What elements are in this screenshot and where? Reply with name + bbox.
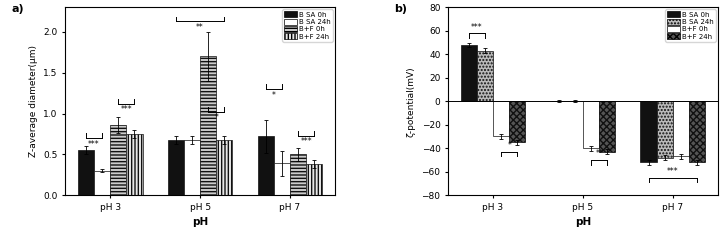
Text: **: ** <box>595 150 603 158</box>
Text: *: * <box>215 113 218 122</box>
X-axis label: pH: pH <box>192 217 208 227</box>
Bar <box>167 140 184 195</box>
Bar <box>216 140 233 195</box>
Bar <box>640 101 657 162</box>
Bar <box>274 163 290 195</box>
Bar <box>493 101 509 136</box>
Text: a): a) <box>12 4 24 14</box>
Bar <box>78 150 94 195</box>
Text: ***: *** <box>300 137 312 146</box>
X-axis label: pH: pH <box>575 217 591 227</box>
Bar <box>126 134 143 195</box>
Bar <box>110 125 126 195</box>
Bar <box>583 101 599 148</box>
Text: b): b) <box>394 4 407 14</box>
Bar <box>509 101 526 142</box>
Bar <box>460 45 477 101</box>
Bar <box>657 101 673 158</box>
Legend: B SA 0h, B SA 24h, B+F 0h, B+F 24h: B SA 0h, B SA 24h, B+F 0h, B+F 24h <box>282 10 333 42</box>
Text: ***: *** <box>667 167 679 176</box>
Text: ***: *** <box>88 140 100 149</box>
Bar <box>599 101 616 152</box>
Y-axis label: ζ-potential(mV): ζ-potential(mV) <box>407 66 416 137</box>
Bar <box>94 171 110 195</box>
Bar <box>257 136 274 195</box>
Bar <box>689 101 705 162</box>
Bar <box>306 164 323 195</box>
Text: *: * <box>507 141 511 150</box>
Text: *: * <box>272 91 276 100</box>
Y-axis label: Z-average diameter(μm): Z-average diameter(μm) <box>29 45 38 157</box>
Legend: B SA 0h, B SA 24h, B+F 0h, B+F 24h: B SA 0h, B SA 24h, B+F 0h, B+F 24h <box>665 10 716 42</box>
Text: ***: *** <box>471 23 483 32</box>
Text: **: ** <box>196 23 204 32</box>
Bar <box>477 51 493 101</box>
Bar <box>290 154 306 195</box>
Bar <box>200 56 216 195</box>
Text: ***: *** <box>120 105 132 114</box>
Bar <box>184 140 200 195</box>
Bar <box>673 101 689 156</box>
